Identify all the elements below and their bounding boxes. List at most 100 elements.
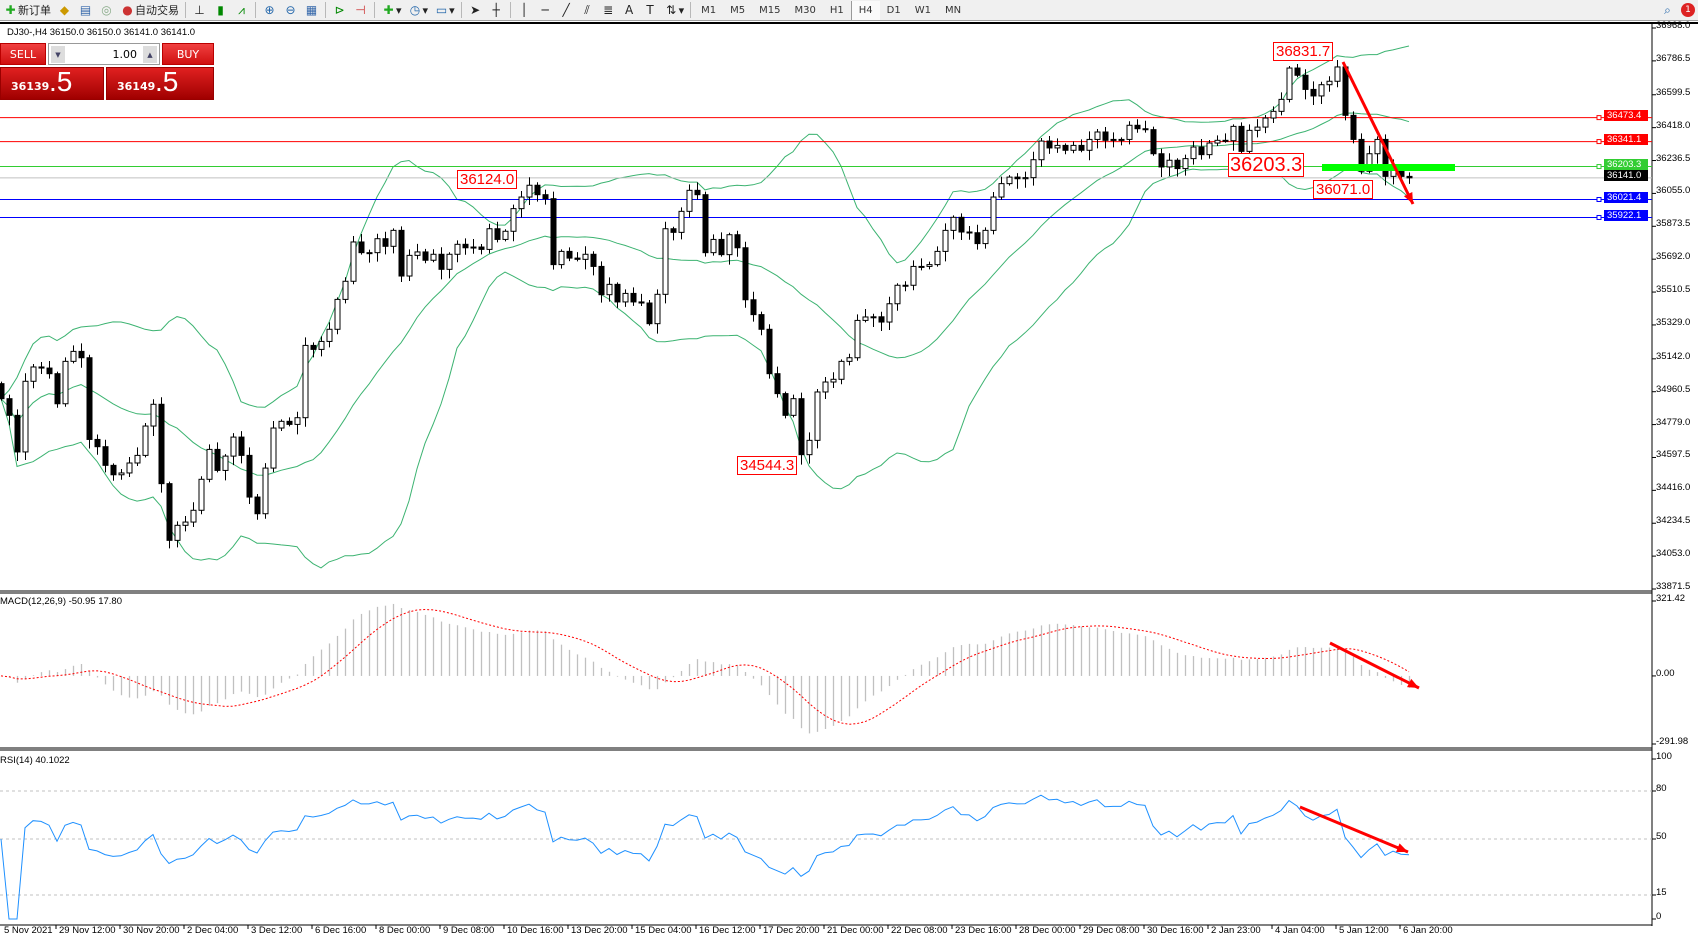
candle-bullish (886, 303, 893, 323)
candle-bullish (790, 398, 797, 416)
sell-button[interactable]: SELL (0, 43, 46, 65)
fibonacci-icon: ≣ (603, 3, 614, 17)
current-price-tag: 36141.0 (1604, 170, 1648, 182)
signals-button[interactable]: ◎ (96, 1, 117, 20)
timeframe-h4[interactable]: H4 (850, 0, 880, 20)
candle-bearish (878, 316, 885, 323)
zoom-in-button[interactable]: ⊕ (259, 1, 280, 20)
candle-bullish (1030, 159, 1037, 179)
annotation-swing-high[interactable]: 36124.0 (457, 170, 518, 189)
candlestick-button[interactable]: ▮ (210, 1, 231, 20)
buy-price-button[interactable]: 36149 .5 (106, 66, 214, 100)
chart-shift-button[interactable]: ⊣ (350, 1, 371, 20)
time-tick-label: 29 Dec 08:00 (1083, 925, 1140, 936)
rsi-down-arrow-icon (1299, 805, 1409, 854)
notifications-button[interactable]: 1 (1678, 1, 1698, 20)
candle-bullish (1254, 126, 1261, 131)
indicators-button[interactable]: ✚ ▾ (378, 1, 405, 20)
text-button[interactable]: A (619, 1, 640, 20)
time-tick-label: 9 Dec 08:00 (443, 925, 495, 936)
time-tick-label: 10 Dec 16:00 (507, 925, 564, 936)
candle-bullish (134, 454, 141, 464)
candle-bearish (958, 216, 965, 233)
sell-price-button[interactable]: 36139 .5 (0, 66, 104, 100)
candle-bullish (1318, 84, 1325, 97)
lot-size-input[interactable]: ▼ 1.00 ▲ (48, 43, 160, 65)
bar-chart-button[interactable]: ⊥ (189, 1, 210, 20)
lot-increase-button[interactable]: ▲ (143, 46, 157, 63)
arrows-button[interactable]: ⇅ ▾ (661, 1, 688, 20)
search-button[interactable]: ⌕ (1657, 1, 1678, 20)
bollinger-lower (0, 167, 1410, 569)
auto-trading-button[interactable]: ● 自动交易 (117, 1, 182, 20)
time-tick-label: 8 Dec 00:00 (379, 925, 431, 936)
navigator-button[interactable]: ▤ (75, 1, 96, 20)
time-tick-label: 29 Nov 12:00 (59, 925, 116, 936)
candle-bearish (542, 194, 549, 200)
timeframe-d1[interactable]: D1 (886, 4, 901, 16)
candle-bullish (950, 216, 957, 231)
vertical-line-button[interactable]: │ (514, 1, 535, 20)
autoscroll-button[interactable]: ⊳ (329, 1, 350, 20)
price-tick-label: 35510.5 (1656, 284, 1691, 296)
candle-bearish (102, 446, 109, 466)
timeframe-m30[interactable]: M30 (794, 4, 816, 16)
candle-bullish (806, 439, 813, 456)
candle-bearish (246, 454, 253, 498)
zoom-out-button[interactable]: ⊖ (280, 1, 301, 20)
candle-bearish (646, 302, 653, 325)
lot-decrease-button[interactable]: ▼ (51, 46, 65, 63)
crosshair-button[interactable]: ┼ (486, 1, 507, 20)
autoscroll-icon: ⊳ (334, 3, 345, 17)
candle-bearish (286, 420, 293, 425)
annotation-high[interactable]: 36831.7 (1273, 42, 1334, 61)
candle-bullish (366, 252, 373, 255)
timeframe-m15[interactable]: M15 (759, 4, 781, 16)
candle-bullish (1334, 66, 1341, 82)
template-icon: ▭ (435, 3, 448, 17)
macd-tick-label: 321.42 (1656, 593, 1686, 604)
new-order-button[interactable]: ✚ 新订单 (0, 1, 54, 20)
price-tick-label: 34960.5 (1656, 383, 1691, 395)
candle-bullish (990, 196, 997, 231)
timeframe-mn[interactable]: MN (944, 4, 962, 16)
periods-button[interactable]: ◷ ▾ (405, 1, 432, 20)
metaeditor-button[interactable]: ◆ (54, 1, 75, 20)
timeframe-h1[interactable]: H1 (829, 4, 844, 16)
buy-button[interactable]: BUY (162, 43, 214, 65)
macd-down-arrow-icon (1329, 641, 1420, 690)
candle-bearish (14, 414, 21, 453)
line-chart-button[interactable]: ⩘ (231, 1, 252, 20)
chart-window[interactable] (0, 22, 1698, 937)
text-label-button[interactable]: T (640, 1, 661, 20)
templates-button[interactable]: ▭ ▾ (435, 3, 455, 17)
time-tick-label: 2 Dec 04:00 (187, 925, 239, 936)
cursor-button[interactable]: ➤ (465, 1, 486, 20)
sell-price: 36139 (11, 80, 50, 93)
fibonacci-button[interactable]: ≣ (598, 1, 619, 20)
candle-bullish (222, 455, 229, 471)
candle-bearish (1342, 66, 1349, 116)
price-tick-label: 34234.5 (1656, 515, 1691, 527)
trendline-button[interactable]: ╱ (556, 1, 577, 20)
level-handle (1596, 164, 1602, 170)
annotation-level[interactable]: 36203.3 (1228, 153, 1305, 177)
candle-bullish (606, 283, 613, 296)
annotation-swing-low[interactable]: 34544.3 (737, 456, 798, 475)
time-tick-label: 23 Dec 16:00 (955, 925, 1012, 936)
tile-windows-button[interactable]: ▦ (301, 1, 322, 20)
chart-canvas[interactable] (0, 24, 1698, 939)
bollinger-middle (0, 112, 1410, 476)
timeframe-m5[interactable]: M5 (730, 4, 746, 16)
auto-trading-label: 自动交易 (135, 4, 179, 17)
annotation-low-recent[interactable]: 36071.0 (1313, 180, 1374, 199)
channel-button[interactable]: ⫽ (577, 1, 598, 20)
search-icon: ⌕ (1664, 2, 1671, 17)
horizontal-line-button[interactable]: ─ (535, 1, 556, 20)
timeframe-w1[interactable]: W1 (914, 4, 931, 16)
candle-bearish (590, 253, 597, 267)
candle-bullish (118, 472, 125, 476)
candle-bullish (1326, 80, 1333, 86)
support-zone-bar (1322, 164, 1455, 171)
timeframe-m1[interactable]: M1 (701, 4, 717, 16)
